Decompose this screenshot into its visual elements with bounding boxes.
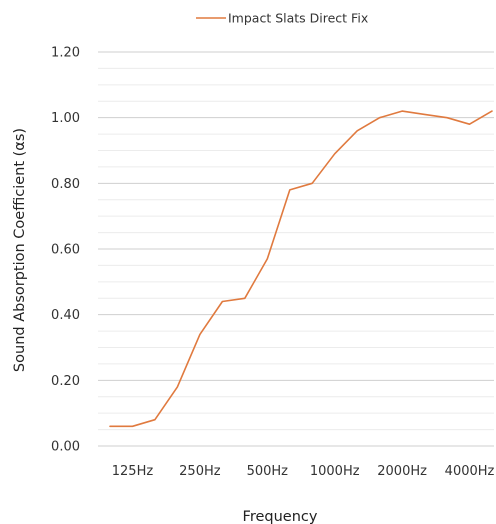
y-axis-ticks: 0.00 0.20 0.40 0.60 0.80 1.00 1.20	[51, 46, 80, 455]
x-axis-title: Frequency	[243, 509, 318, 524]
legend: Impact Slats Direct Fix	[196, 11, 368, 26]
legend-label: Impact Slats Direct Fix	[228, 11, 368, 26]
y-tick-label: 1.20	[51, 46, 80, 61]
x-tick-label: 250Hz	[179, 464, 221, 479]
y-tick-label: 0.80	[51, 177, 80, 192]
y-axis-title: Sound Absorption Coefficient (αs)	[12, 128, 28, 372]
series-line	[109, 110, 493, 428]
y-tick-label: 0.00	[51, 440, 80, 455]
series-lines	[109, 110, 493, 428]
x-tick-label: 500Hz	[247, 464, 289, 479]
y-tick-label: 0.60	[51, 243, 80, 258]
x-tick-label: 125Hz	[112, 464, 154, 479]
y-tick-label: 0.40	[51, 308, 80, 323]
x-tick-label: 4000Hz	[445, 464, 495, 479]
x-axis-ticks: 125Hz 250Hz 500Hz 1000Hz 2000Hz 4000Hz	[112, 464, 495, 479]
x-tick-label: 1000Hz	[310, 464, 360, 479]
y-tick-label: 1.00	[51, 111, 80, 126]
y-tick-label: 0.20	[51, 374, 80, 389]
x-tick-label: 2000Hz	[377, 464, 427, 479]
grid-lines	[98, 51, 494, 447]
